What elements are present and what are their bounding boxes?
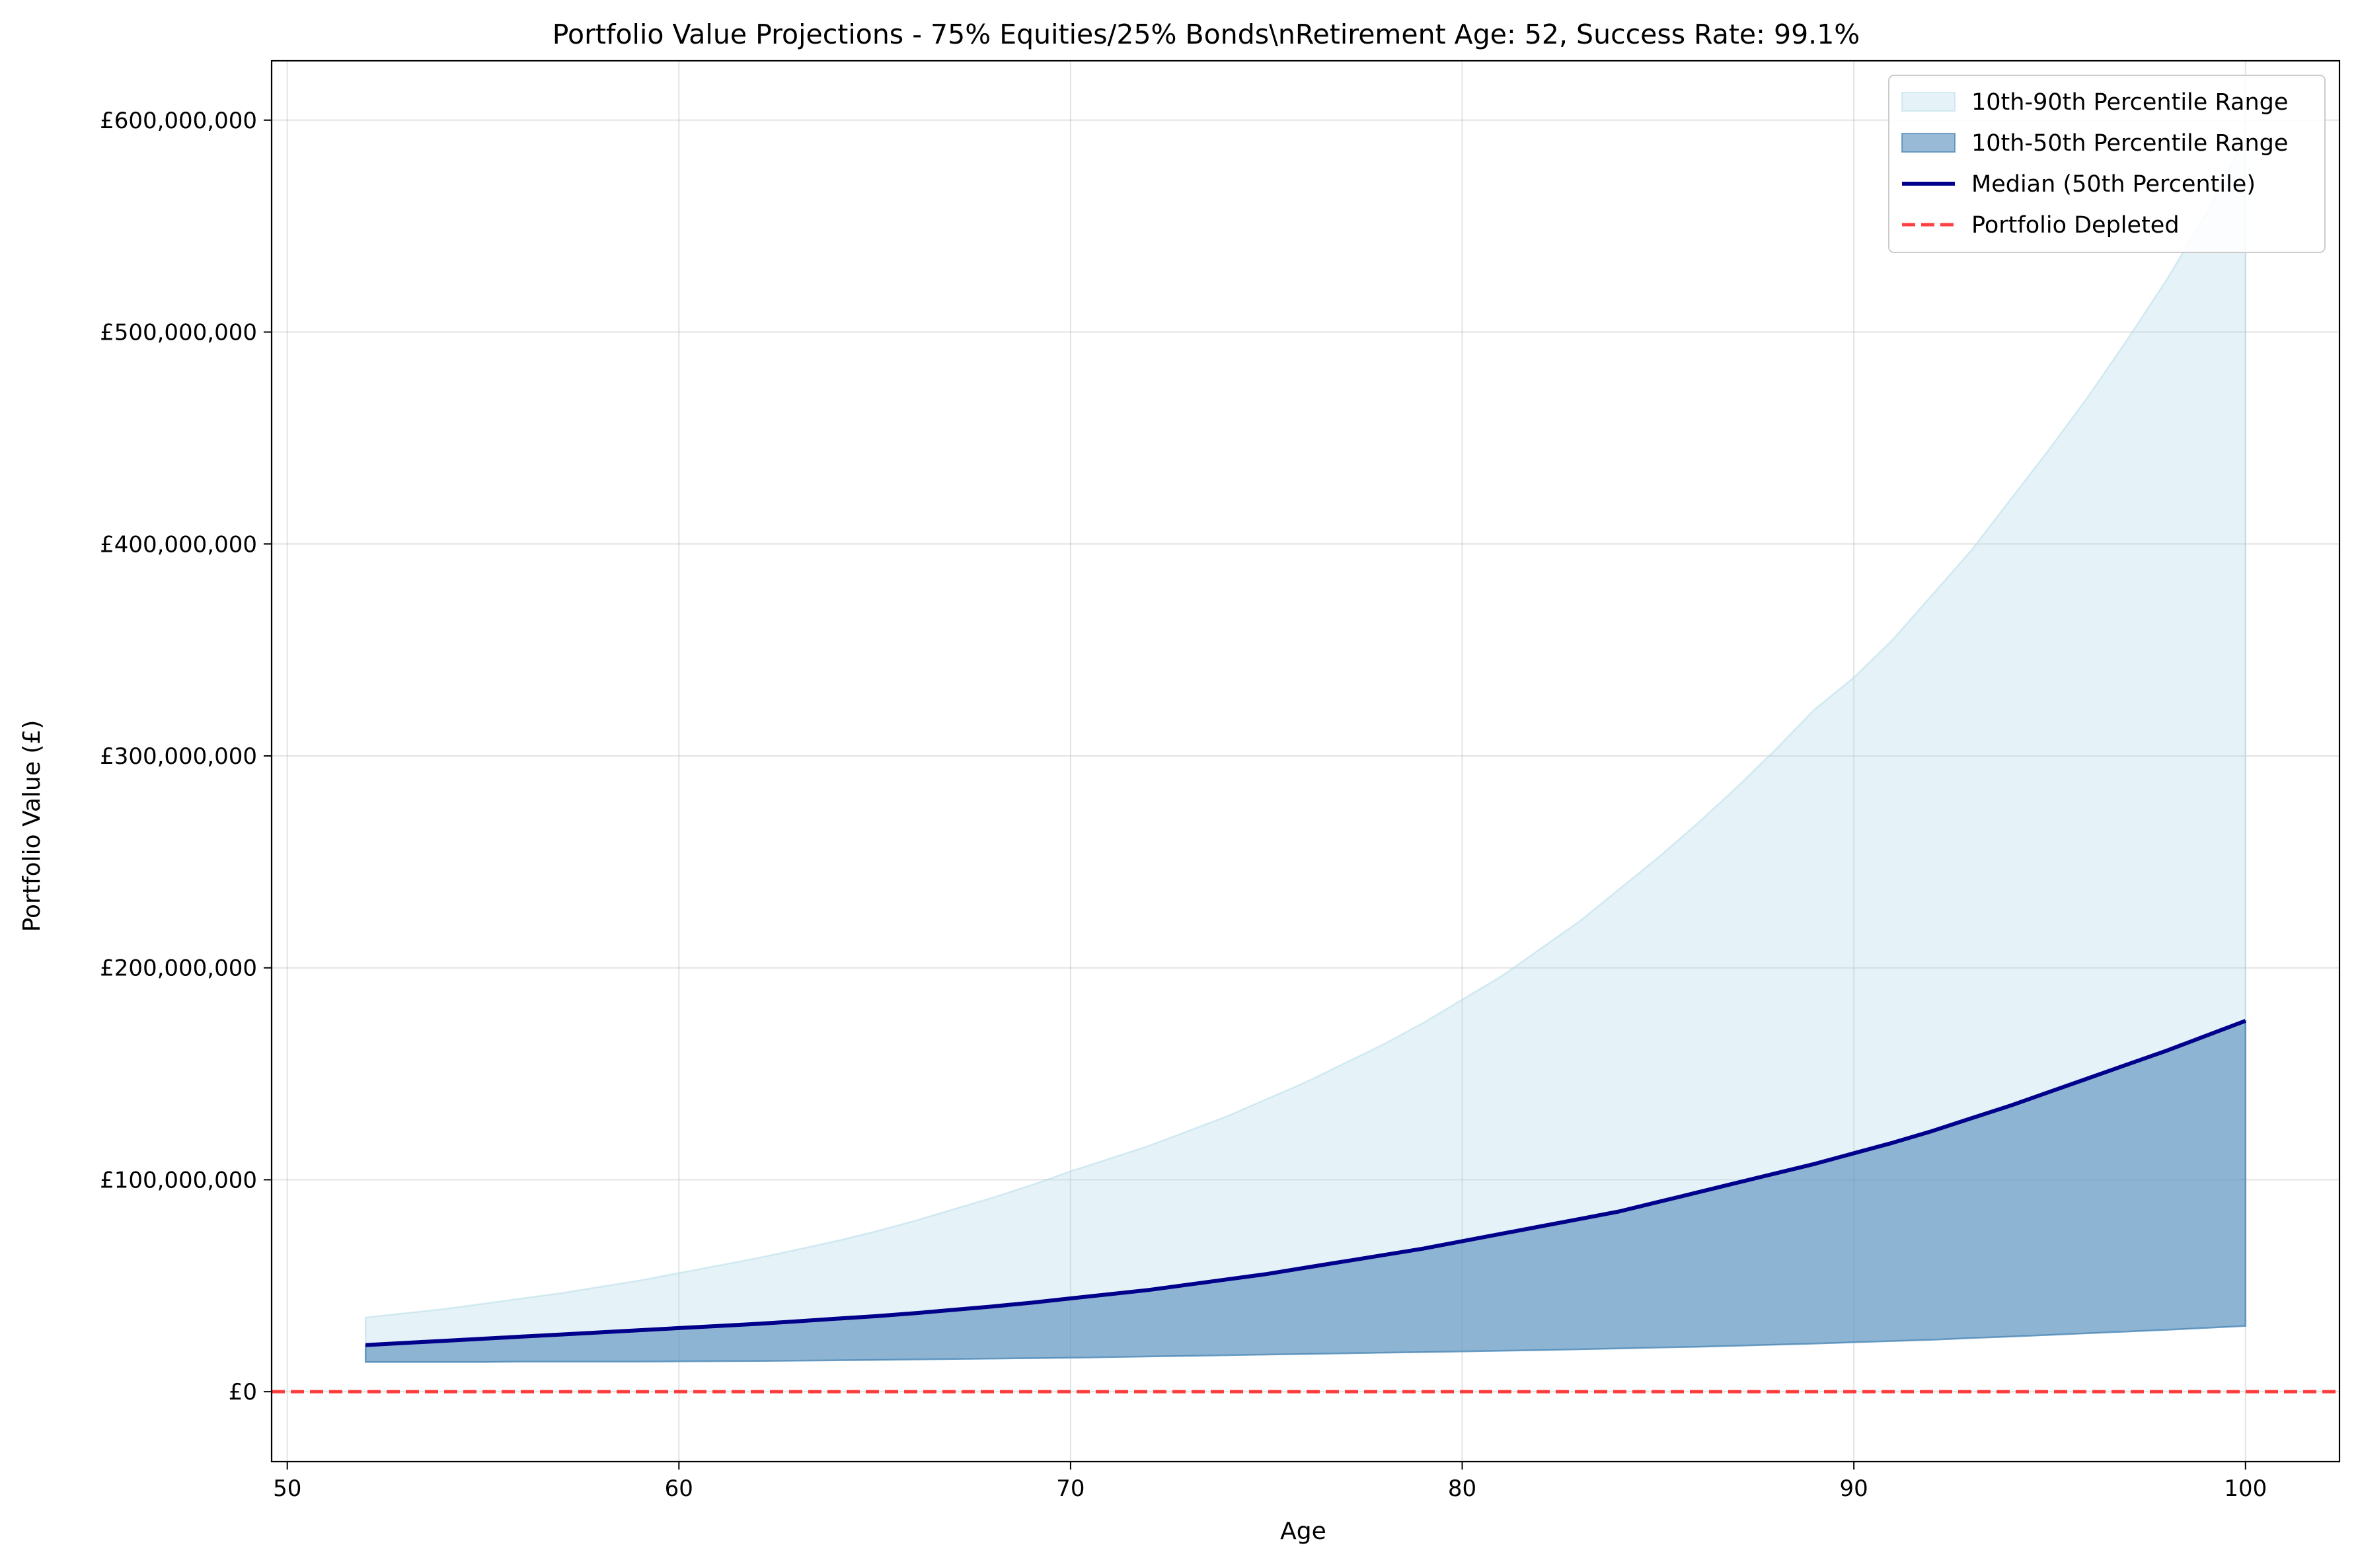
- y-tick-label-0: £0: [229, 1379, 257, 1405]
- legend-label-median-50th-percentile: Median (50th Percentile): [1971, 171, 2256, 198]
- y-tick-label-6: £600,000,000: [100, 108, 257, 134]
- plot-frame: [270, 59, 2341, 1463]
- y-tick-label-3: £300,000,000: [100, 743, 257, 770]
- legend-swatch-10th-50th-percentile-range: [1901, 133, 1956, 153]
- legend: 10th-90th Percentile Range 10th-50th Perc…: [1888, 75, 2326, 253]
- legend-swatch-10th-90th-percentile-range: [1901, 92, 1956, 112]
- legend-label-10th-90th-percentile-range: 10th-90th Percentile Range: [1971, 89, 2288, 116]
- median-50th-percentile-line: [365, 1019, 2246, 1347]
- axis-ticks: 50 60 70 80 90 100 £0 £100,000,000 £200,000,000 £…: [100, 108, 2267, 1502]
- legend-label-portfolio-depleted: Portfolio Depleted: [1971, 212, 2180, 239]
- x-tick-label-0: 50: [273, 1475, 301, 1502]
- x-axis-label: Age: [1280, 1518, 1326, 1545]
- x-tick-label-1: 60: [665, 1475, 693, 1502]
- x-tick-label-5: 100: [2224, 1475, 2267, 1502]
- chart-title: Portfolio Value Projections - 75% Equiti…: [552, 19, 1860, 50]
- x-tick-label-3: 80: [1448, 1475, 1476, 1502]
- y-tick-label-5: £500,000,000: [100, 320, 257, 346]
- y-tick-label-4: £400,000,000: [100, 531, 257, 558]
- y-tick-label-1: £100,000,000: [100, 1167, 257, 1193]
- y-axis-label: Portfolio Value (£): [19, 720, 46, 932]
- grid: [272, 61, 2339, 1462]
- x-tick-label-4: 90: [1840, 1475, 1868, 1502]
- series-layer: [272, 136, 2339, 1394]
- legend-label-10th-50th-percentile-range: 10th-50th Percentile Range: [1971, 130, 2288, 157]
- legend-box: [1888, 75, 2326, 253]
- y-tick-label-2: £200,000,000: [100, 955, 257, 982]
- x-tick-label-2: 70: [1056, 1475, 1084, 1502]
